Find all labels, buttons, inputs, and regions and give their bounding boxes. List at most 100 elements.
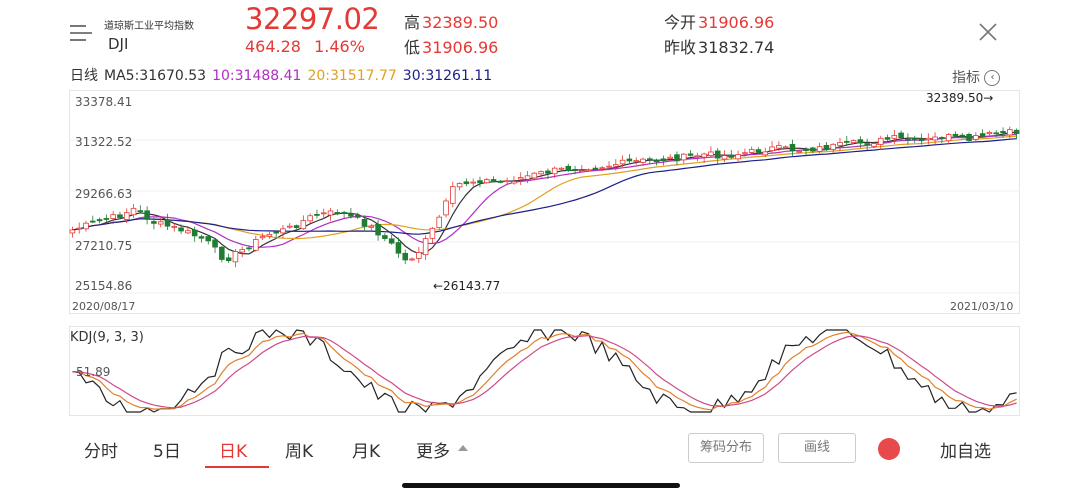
candle-body (232, 251, 239, 263)
indicator-button[interactable]: 指标 ‹ (952, 67, 1001, 87)
candle-body (157, 221, 164, 225)
candle-body (185, 230, 191, 234)
candle-body (687, 153, 694, 156)
candle-body (708, 151, 714, 156)
candle-body (613, 164, 619, 167)
tab-minute[interactable]: 分时 (84, 442, 118, 462)
candle-body (470, 181, 476, 184)
red-dot-icon[interactable] (878, 438, 900, 460)
draw-line-button[interactable]: 画线 (778, 433, 856, 463)
candle-body (300, 220, 307, 230)
tab-5day[interactable]: 5日 (153, 442, 181, 462)
low-label: 低 (404, 38, 421, 57)
candle-body (368, 225, 375, 228)
candle-body (409, 258, 415, 261)
candle-body (538, 171, 544, 175)
candle-body (314, 213, 320, 216)
candle-body (103, 218, 110, 220)
candle-body (837, 142, 843, 146)
candle-body (640, 158, 646, 163)
candle-body (463, 181, 470, 185)
tab-week-k[interactable]: 周K (285, 442, 314, 462)
candle-body (694, 155, 701, 158)
ma10-value: 10:31488.41 (212, 68, 302, 84)
tab-more[interactable]: 更多 (416, 442, 450, 462)
candle-body (511, 181, 517, 184)
candle-body (1007, 129, 1013, 136)
candle-body (483, 179, 490, 184)
hamburger-menu-icon[interactable] (68, 22, 94, 44)
ma10-line (72, 134, 1017, 248)
candle-body (993, 132, 1000, 135)
candle-body (619, 159, 626, 165)
candle-body (293, 225, 300, 228)
ma20-line (72, 135, 1017, 240)
candle-body (429, 227, 436, 239)
triangle-up-icon[interactable] (458, 445, 468, 451)
open-stat: 今开 31906.96 (664, 9, 774, 33)
candle-body (721, 155, 728, 160)
candle-body (375, 223, 381, 236)
candle-body (327, 210, 334, 216)
candle-body (884, 137, 891, 140)
candle-body (810, 147, 816, 152)
candle-body (579, 170, 585, 173)
candlestick-chart[interactable] (69, 90, 1020, 314)
candle-body (769, 146, 775, 152)
close-icon[interactable] (978, 22, 998, 42)
chip-distribution-button[interactable]: 筹码分布 (688, 433, 764, 463)
candle-body (286, 225, 293, 228)
candle-body (1013, 129, 1020, 134)
candle-body (117, 214, 123, 218)
candle-body (592, 167, 599, 170)
candle-body (416, 252, 422, 259)
tab-day-k[interactable]: 日K (219, 442, 248, 462)
candle-body (932, 136, 938, 141)
candle-body (490, 179, 497, 182)
open-label: 今开 (664, 13, 697, 32)
candle-body (354, 214, 361, 218)
ma-legend: 日线 MA5:31670.53 10:31488.41 20:31517.77 30:3… (70, 65, 498, 85)
prev-close-value: 31832.74 (698, 38, 775, 57)
candle-body (443, 200, 449, 216)
candle-body (647, 158, 653, 161)
candle-body (164, 219, 171, 227)
high-value: 32389.50 (422, 13, 499, 32)
add-watchlist-button[interactable]: 加自选 (940, 442, 991, 462)
candle-body (789, 144, 796, 152)
candle-body (959, 134, 966, 137)
candle-body (531, 172, 538, 179)
candle-body (341, 211, 347, 214)
candle-body (259, 236, 266, 239)
candle-body (137, 210, 144, 213)
candle-body (69, 229, 76, 234)
kdj-d-line (72, 334, 1017, 409)
candle-body (701, 153, 707, 158)
candle-body (545, 170, 551, 174)
candle-body (497, 181, 504, 183)
candle-body (585, 169, 592, 172)
candle-body (477, 180, 483, 184)
candle-body (871, 143, 877, 147)
index-name: 道琼斯工业平均指数 (104, 21, 194, 32)
change-percent: 1.46% (314, 37, 365, 56)
max-annotation: 32389.50→ (926, 91, 994, 105)
candle-body (450, 186, 456, 204)
candle-body (653, 160, 660, 163)
candle-body (266, 233, 273, 237)
kdj-chart[interactable] (69, 326, 1020, 416)
low-stat: 低 31906.96 (404, 34, 498, 58)
tab-month-k[interactable]: 月K (352, 442, 381, 462)
candle-body (905, 138, 911, 141)
candle-body (850, 140, 857, 143)
ma20-value: 20:31517.77 (307, 68, 397, 84)
candle-body (782, 146, 789, 149)
candle-body (986, 131, 993, 135)
candle-body (633, 160, 639, 162)
high-label: 高 (404, 13, 421, 32)
end-date: 2021/03/10 (950, 300, 1014, 313)
candle-body (504, 180, 510, 183)
candle-body (565, 165, 572, 172)
candle-body (796, 150, 803, 153)
candle-body (524, 175, 531, 180)
